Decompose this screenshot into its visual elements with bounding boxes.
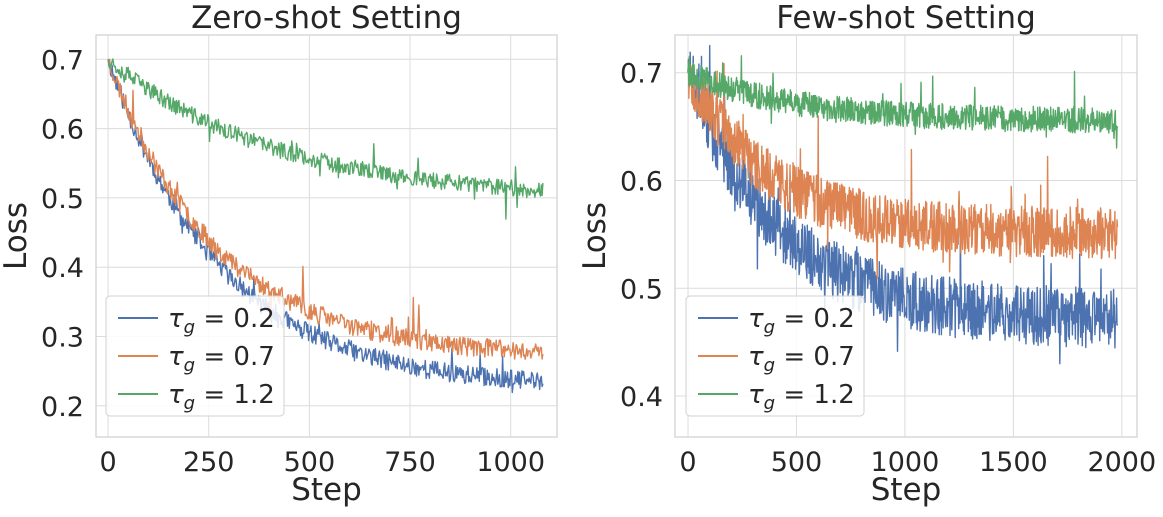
series-line-1 <box>687 62 1119 280</box>
legend-label-2: τg = 1.2 <box>168 380 275 414</box>
legend-label-0: τg = 0.2 <box>748 304 855 338</box>
x-tick-label: 250 <box>183 447 235 478</box>
series-line-0 <box>107 59 544 394</box>
y-tick-label: 0.6 <box>620 166 663 197</box>
x-tick-label: 0 <box>679 447 696 478</box>
plot-frame <box>674 34 1138 438</box>
series-line-2 <box>687 55 1119 149</box>
y-tick-label: 0.2 <box>41 392 84 423</box>
y-tick-label: 0.5 <box>41 184 84 215</box>
series-line-2 <box>107 58 544 220</box>
y-tick-label: 0.4 <box>41 253 84 284</box>
few-shot-chart: 0 500 1000 1500 2000 0.4 0.5 0.6 0.7 Few-shot Set… <box>577 0 1156 508</box>
legend-label-0: τg = 0.2 <box>168 304 275 338</box>
chart-title: Few-shot Setting <box>776 0 1036 36</box>
y-axis-label: Loss <box>577 202 613 270</box>
legend-label-1: τg = 0.7 <box>748 342 855 376</box>
x-tick-label: 1500 <box>979 447 1048 478</box>
chart-title: Zero-shot Setting <box>191 0 462 36</box>
x-tick-label: 2000 <box>1087 447 1156 478</box>
legend-label-1: τg = 0.7 <box>168 342 275 376</box>
x-tick-label: 500 <box>771 447 823 478</box>
zero-shot-chart: 0 250 500 750 1000 0.2 0.3 0.4 0.5 0.6 0.7 Zero-sho… <box>0 0 558 508</box>
x-axis-label: Step <box>871 472 942 508</box>
x-tick-label: 0 <box>99 447 116 478</box>
series-line-0 <box>687 44 1119 365</box>
series-line-1 <box>107 58 544 360</box>
legend: τg = 0.2 τg = 0.7 τg = 1.2 <box>105 295 285 417</box>
x-tick-label: 1000 <box>476 447 545 478</box>
y-axis-label: Loss <box>0 202 34 270</box>
y-tick-label: 0.7 <box>41 45 84 76</box>
legend-box <box>105 295 285 417</box>
y-tick-label: 0.7 <box>620 59 663 90</box>
x-tick-label: 1000 <box>871 447 940 478</box>
x-tick-label: 500 <box>284 447 336 478</box>
legend: τg = 0.2 τg = 0.7 τg = 1.2 <box>685 295 865 417</box>
x-axis-label: Step <box>291 472 362 508</box>
x-tick-label: 750 <box>384 447 436 478</box>
plot-frame <box>95 34 558 438</box>
legend-label-2: τg = 1.2 <box>748 380 855 414</box>
legend-box <box>685 295 865 417</box>
y-tick-label: 0.5 <box>620 274 663 305</box>
y-tick-label: 0.6 <box>41 115 84 146</box>
y-tick-label: 0.3 <box>41 323 84 354</box>
y-tick-label: 0.4 <box>620 382 663 413</box>
